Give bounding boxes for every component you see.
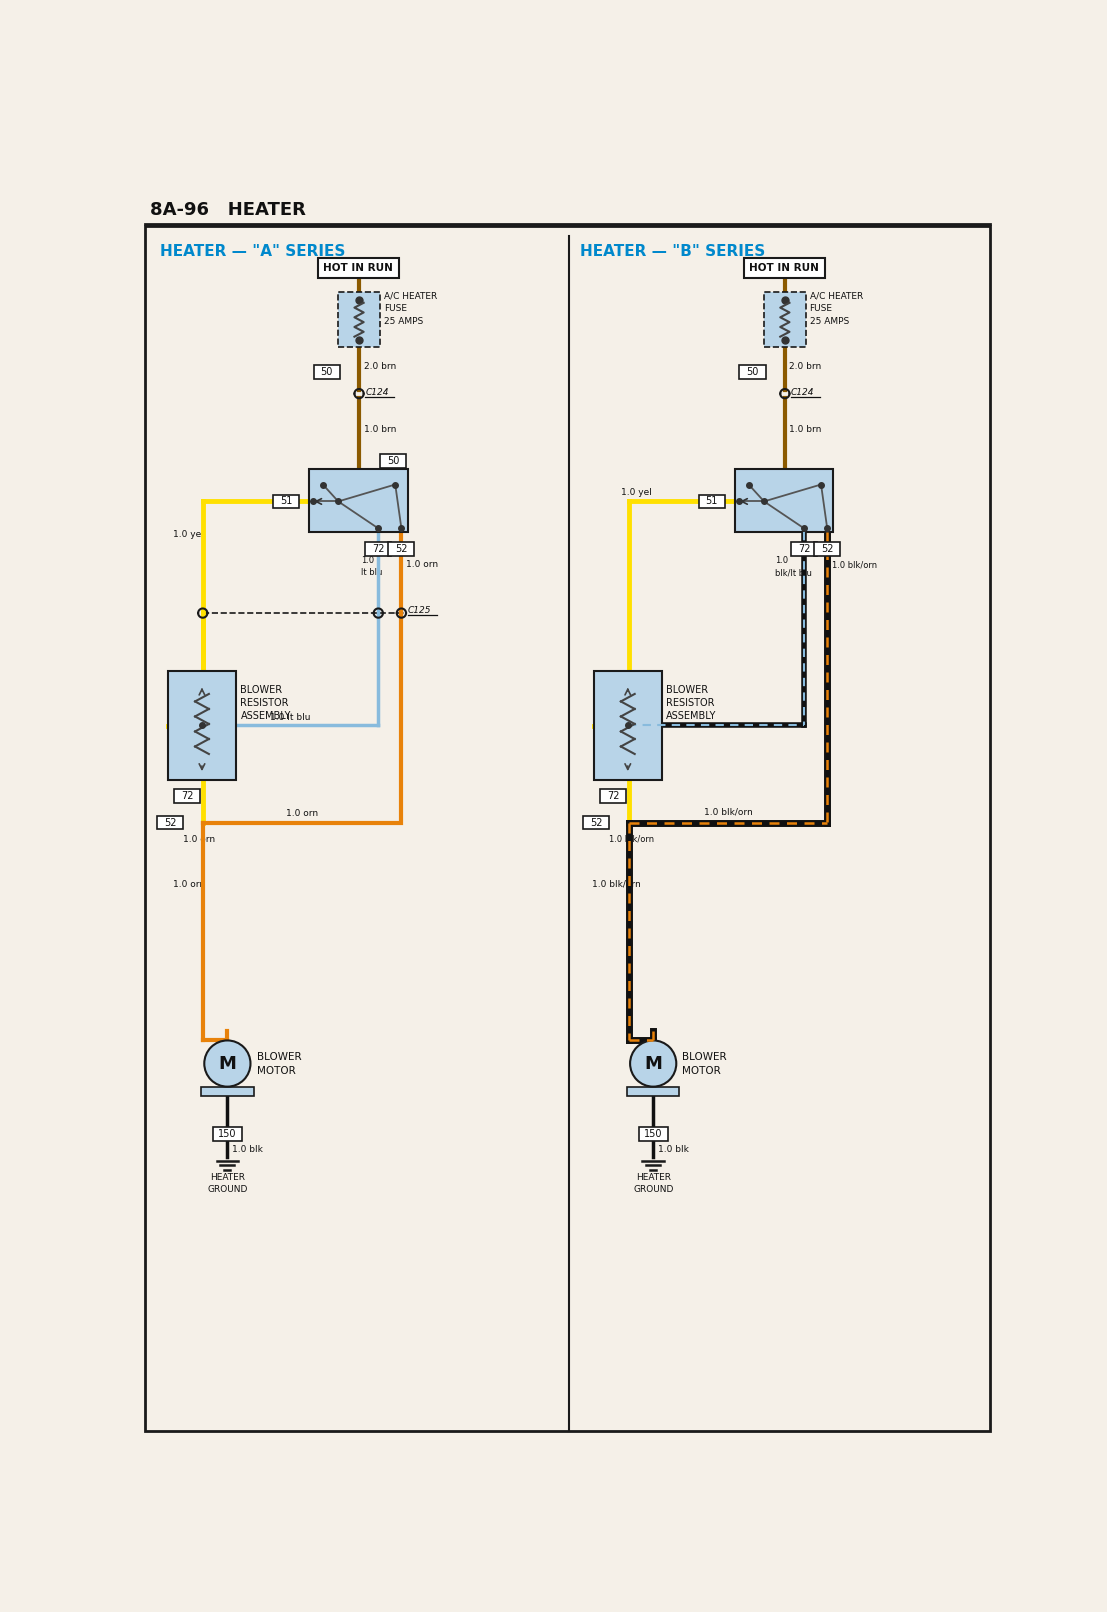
Text: 1.0 brn: 1.0 brn bbox=[789, 424, 821, 434]
Text: 52: 52 bbox=[590, 817, 602, 827]
Bar bbox=[792, 542, 817, 556]
Text: 1.0 blk: 1.0 blk bbox=[232, 1145, 262, 1154]
Text: 1.0 orn: 1.0 orn bbox=[174, 880, 206, 888]
Circle shape bbox=[630, 1040, 676, 1086]
Text: 150: 150 bbox=[644, 1130, 662, 1140]
Text: 1.0 orn: 1.0 orn bbox=[184, 835, 216, 845]
Text: 1.0 yel: 1.0 yel bbox=[599, 690, 630, 698]
Bar bbox=[213, 1127, 242, 1141]
Text: 52: 52 bbox=[395, 545, 407, 555]
Text: BLOWER
MOTOR: BLOWER MOTOR bbox=[682, 1051, 727, 1075]
Text: 150: 150 bbox=[218, 1130, 237, 1140]
Bar bbox=[313, 366, 340, 379]
Bar bbox=[744, 258, 825, 279]
Text: M: M bbox=[644, 1054, 662, 1072]
Text: Hi: Hi bbox=[819, 479, 828, 487]
Text: HOT IN RUN: HOT IN RUN bbox=[749, 263, 819, 272]
Bar bbox=[157, 816, 184, 830]
Text: 51: 51 bbox=[705, 496, 718, 506]
Text: 1.0 blk: 1.0 blk bbox=[658, 1145, 689, 1154]
Text: HEATER
GROUND: HEATER GROUND bbox=[633, 1174, 673, 1194]
Text: Lo: Lo bbox=[319, 506, 329, 516]
Text: 1.0
blk/lt blu: 1.0 blk/lt blu bbox=[775, 556, 811, 577]
Text: 72: 72 bbox=[372, 545, 384, 555]
Text: BLOWER
RESISTOR
ASSEMBLY: BLOWER RESISTOR ASSEMBLY bbox=[240, 685, 291, 722]
Text: 1.0 yel: 1.0 yel bbox=[174, 530, 205, 538]
Text: 1.0 lt blu: 1.0 lt blu bbox=[269, 713, 310, 722]
Text: 72: 72 bbox=[607, 790, 620, 801]
Text: 52: 52 bbox=[821, 545, 834, 555]
Text: Off: Off bbox=[325, 479, 339, 487]
Text: A/C HEATER
FUSE
25 AMPS: A/C HEATER FUSE 25 AMPS bbox=[384, 292, 437, 326]
Text: 51: 51 bbox=[280, 496, 292, 506]
Text: BLOWER
MOTOR: BLOWER MOTOR bbox=[257, 1051, 301, 1075]
Text: M: M bbox=[218, 1054, 236, 1072]
Text: HEATER — "A" SERIES: HEATER — "A" SERIES bbox=[161, 243, 345, 258]
Bar bbox=[739, 366, 766, 379]
Text: 1.0 blk/orn: 1.0 blk/orn bbox=[704, 808, 753, 816]
Bar bbox=[639, 1127, 668, 1141]
Bar bbox=[309, 469, 407, 532]
Bar bbox=[699, 495, 725, 508]
Text: 1.0 orn: 1.0 orn bbox=[286, 809, 318, 817]
Bar bbox=[380, 455, 406, 469]
Bar bbox=[318, 258, 400, 279]
Bar bbox=[168, 671, 236, 780]
Text: 1.0 brn: 1.0 brn bbox=[364, 424, 396, 434]
Bar bbox=[735, 469, 834, 532]
Text: Med: Med bbox=[382, 526, 400, 535]
Text: 1.0 yel: 1.0 yel bbox=[621, 488, 652, 496]
Text: C125: C125 bbox=[407, 606, 431, 614]
Bar bbox=[365, 542, 392, 556]
Text: 1.0 blk/orn: 1.0 blk/orn bbox=[591, 880, 640, 888]
Circle shape bbox=[205, 1040, 250, 1086]
Text: HEATER
GROUND: HEATER GROUND bbox=[207, 1174, 248, 1194]
Text: 50: 50 bbox=[386, 456, 400, 466]
Bar bbox=[389, 542, 414, 556]
Text: 1.0
lt blu: 1.0 lt blu bbox=[361, 556, 383, 577]
Text: 52: 52 bbox=[164, 817, 177, 827]
Bar bbox=[814, 542, 840, 556]
Text: 1.0 yel: 1.0 yel bbox=[174, 690, 205, 698]
Bar bbox=[600, 788, 627, 803]
Text: HOT IN RUN: HOT IN RUN bbox=[323, 263, 393, 272]
Text: 50: 50 bbox=[321, 368, 333, 377]
Text: A/C HEATER
FUSE
25 AMPS: A/C HEATER FUSE 25 AMPS bbox=[809, 292, 862, 326]
Text: 50: 50 bbox=[746, 368, 758, 377]
Text: C124: C124 bbox=[365, 387, 389, 397]
Bar bbox=[272, 495, 299, 508]
Text: 2.0 brn: 2.0 brn bbox=[364, 363, 396, 371]
Bar bbox=[174, 788, 200, 803]
Text: 72: 72 bbox=[182, 790, 194, 801]
Bar bbox=[583, 816, 609, 830]
Text: Off: Off bbox=[752, 479, 764, 487]
Bar bbox=[627, 1086, 680, 1096]
Text: C124: C124 bbox=[792, 387, 815, 397]
Text: 1.0 blk/orn: 1.0 blk/orn bbox=[609, 835, 654, 845]
Text: 8A-96   HEATER: 8A-96 HEATER bbox=[151, 202, 307, 219]
Text: 1.0 blk/orn: 1.0 blk/orn bbox=[831, 559, 877, 569]
Bar bbox=[201, 1086, 254, 1096]
Bar bbox=[593, 671, 662, 780]
Text: Lo: Lo bbox=[745, 506, 755, 516]
Text: 72: 72 bbox=[798, 545, 810, 555]
Text: HEATER — "B" SERIES: HEATER — "B" SERIES bbox=[580, 243, 765, 258]
Bar bbox=[339, 292, 380, 348]
Text: BLOWER
RESISTOR
ASSEMBLY: BLOWER RESISTOR ASSEMBLY bbox=[666, 685, 716, 722]
Text: 1.0 orn: 1.0 orn bbox=[406, 559, 438, 569]
Bar bbox=[764, 292, 806, 348]
Text: Med: Med bbox=[807, 526, 825, 535]
Text: 2.0 brn: 2.0 brn bbox=[789, 363, 821, 371]
Text: Hi: Hi bbox=[394, 479, 403, 487]
